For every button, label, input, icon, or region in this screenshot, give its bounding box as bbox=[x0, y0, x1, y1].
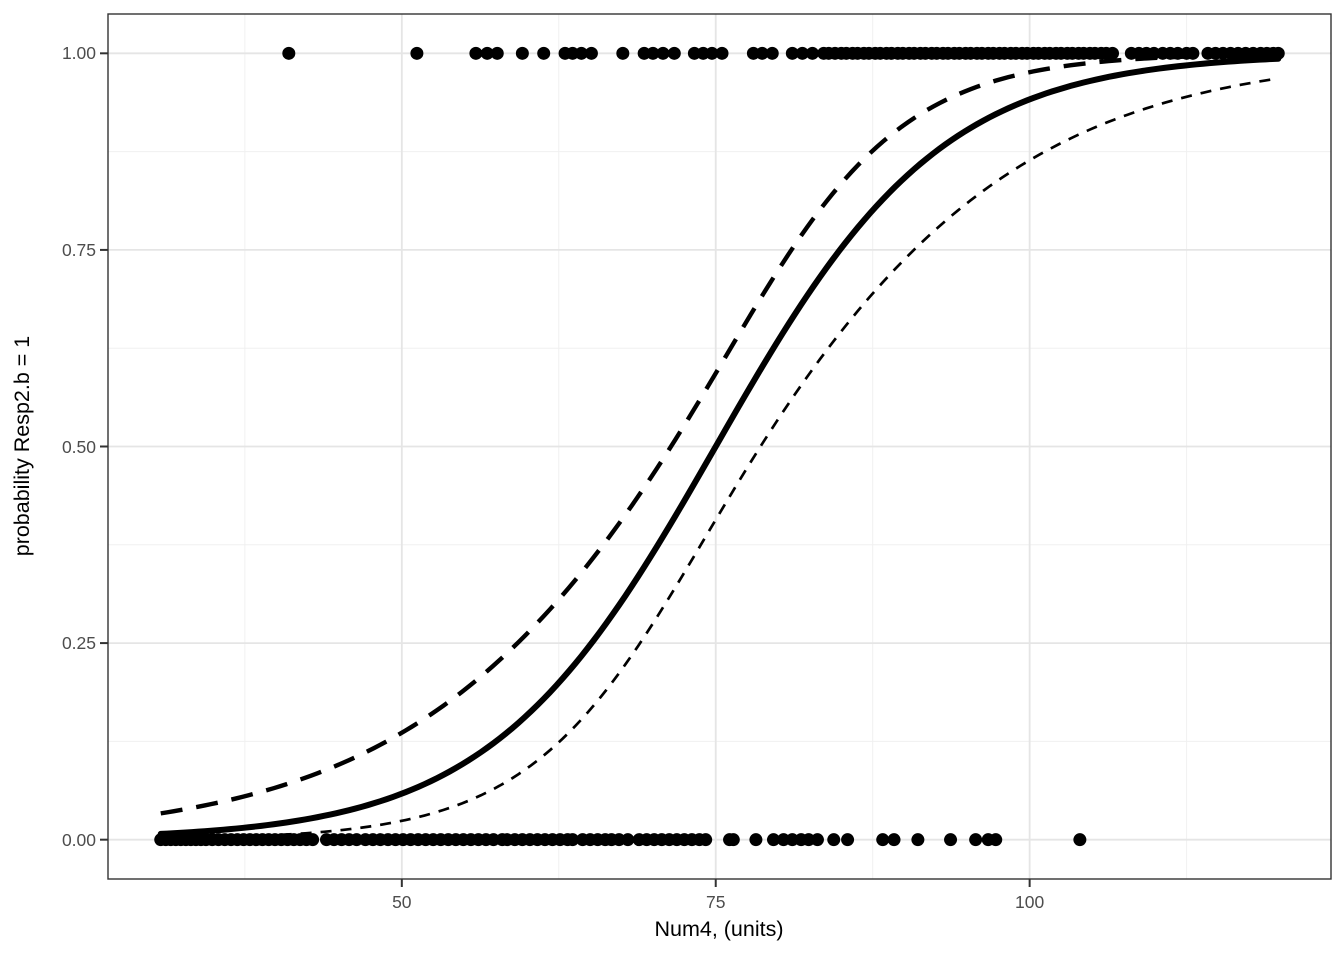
data-point bbox=[911, 833, 925, 847]
y-axis-tick-label: 1.00 bbox=[61, 43, 96, 64]
data-point bbox=[410, 46, 424, 60]
data-point bbox=[566, 833, 580, 847]
data-point bbox=[766, 833, 780, 847]
y-axis-title: probability Resp2.b = 1 bbox=[10, 335, 34, 557]
data-point bbox=[876, 833, 890, 847]
data-point bbox=[282, 46, 296, 60]
data-point bbox=[1186, 46, 1200, 60]
data-point bbox=[785, 46, 799, 60]
data-point bbox=[969, 833, 983, 847]
data-point bbox=[480, 46, 494, 60]
data-point bbox=[656, 46, 670, 60]
data-point bbox=[726, 833, 740, 847]
data-point bbox=[469, 46, 483, 60]
data-point bbox=[715, 46, 729, 60]
data-point bbox=[887, 833, 901, 847]
data-point bbox=[537, 46, 551, 60]
x-axis-tick-label: 75 bbox=[705, 892, 726, 912]
data-point bbox=[827, 833, 841, 847]
data-point bbox=[667, 46, 681, 60]
points-response-0 bbox=[154, 833, 1087, 847]
x-axis-title: Num4, (units) bbox=[654, 917, 784, 941]
data-point bbox=[795, 46, 809, 60]
data-point bbox=[755, 46, 769, 60]
data-point bbox=[574, 46, 588, 60]
data-point bbox=[584, 46, 598, 60]
data-point bbox=[989, 833, 1003, 847]
x-axis-tick-label: 50 bbox=[392, 892, 412, 912]
ci-upper-curve bbox=[160, 52, 1279, 816]
data-point bbox=[1271, 46, 1285, 60]
ci-lower-curve bbox=[160, 77, 1279, 840]
data-point bbox=[515, 46, 529, 60]
data-point bbox=[490, 46, 504, 60]
y-axis-tick-label: 0.50 bbox=[61, 436, 96, 457]
data-point bbox=[841, 833, 855, 847]
y-axis-tick-label: 0.25 bbox=[61, 633, 96, 654]
data-point bbox=[805, 46, 819, 60]
y-axis-tick-label: 0.00 bbox=[61, 829, 96, 850]
x-axis-tick-label: 100 bbox=[1015, 892, 1045, 912]
data-point bbox=[646, 46, 660, 60]
data-point bbox=[705, 46, 719, 60]
data-point bbox=[616, 46, 630, 60]
data-point bbox=[1106, 46, 1120, 60]
data-point bbox=[621, 833, 635, 847]
axis-tick-marks bbox=[100, 52, 1031, 887]
logistic-fit-curve bbox=[157, 55, 1282, 837]
y-axis-tick-label: 0.75 bbox=[61, 239, 96, 260]
data-point bbox=[306, 833, 320, 847]
points-response-1 bbox=[282, 46, 1285, 60]
data-point bbox=[699, 833, 713, 847]
data-point bbox=[765, 46, 779, 60]
data-point bbox=[1073, 833, 1087, 847]
data-point bbox=[944, 833, 958, 847]
data-point bbox=[810, 833, 824, 847]
data-point bbox=[749, 833, 763, 847]
